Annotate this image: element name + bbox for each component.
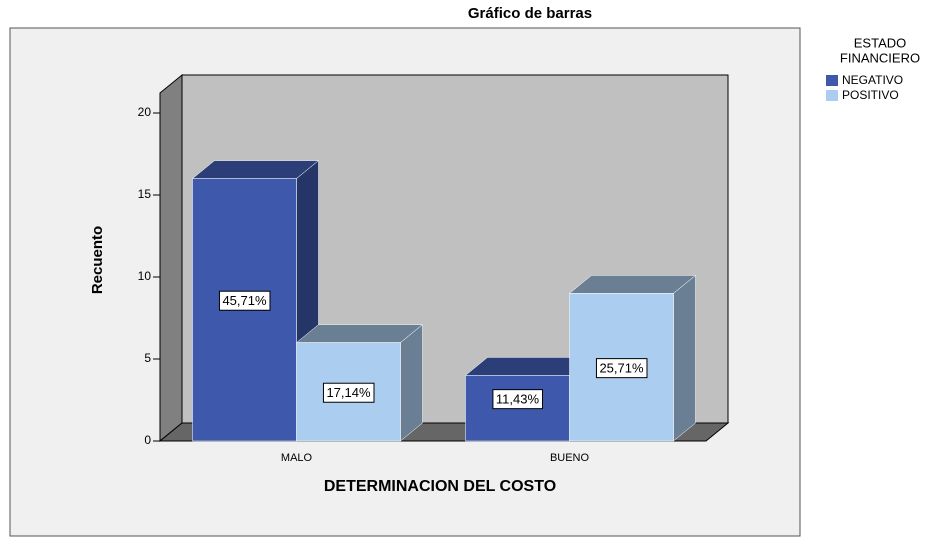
x-tick-label: MALO xyxy=(281,452,313,464)
y-tick-label: 20 xyxy=(138,105,152,119)
value-label: 45,71% xyxy=(222,293,267,308)
y-tick-label: 5 xyxy=(144,351,151,365)
bar-side xyxy=(400,324,423,442)
value-label-box xyxy=(218,290,271,311)
value-label: 17,14% xyxy=(326,385,371,400)
value-label-box xyxy=(492,389,543,410)
value-label: 11,43% xyxy=(496,392,540,407)
value-label: 25,71% xyxy=(599,361,644,376)
value-label-box xyxy=(322,382,375,403)
y-tick-label: 15 xyxy=(138,187,152,201)
bar-side xyxy=(673,274,696,442)
x-axis-title: DETERMINACION DEL COSTO xyxy=(324,478,556,495)
y-axis-title: Recuento xyxy=(89,226,106,294)
legend-title: FINANCIERO xyxy=(840,50,920,65)
x-tick-label: BUENO xyxy=(550,452,590,464)
legend-label: POSITIVO xyxy=(842,88,899,102)
legend-swatch xyxy=(826,75,838,86)
legend-label: NEGATIVO xyxy=(842,73,903,87)
y-tick-label: 0 xyxy=(144,433,151,447)
legend-title: ESTADO xyxy=(854,35,907,50)
y-tick-label: 10 xyxy=(138,269,152,283)
chart-title: Gráfico de barras xyxy=(468,5,592,22)
side-wall xyxy=(159,73,183,443)
legend-swatch xyxy=(826,90,838,101)
value-label-box xyxy=(595,358,648,379)
